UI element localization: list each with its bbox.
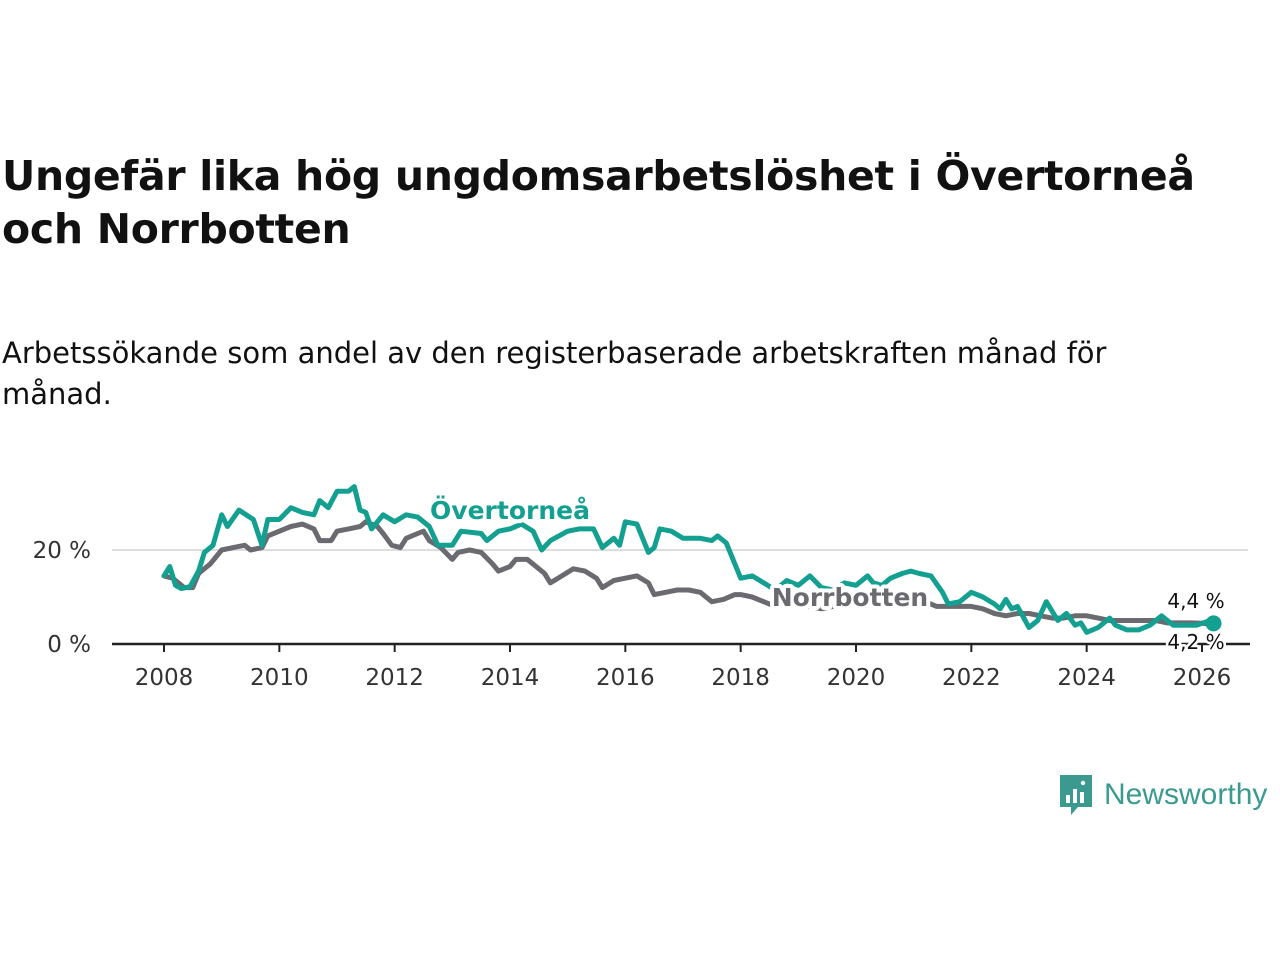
x-tick-label: 2008 [135,665,194,691]
line-chart: 0 % 20 % 2008 2010 2012 2014 2016 2018 2020 2022… [33,484,1250,691]
bar-chart-speech-bubble-icon [1058,773,1094,817]
end-value-label-norrbotten: 4,2 % [1167,630,1224,654]
end-value-label-övertorneå: 4,4 % [1167,589,1224,613]
x-tick-label: 2018 [711,665,770,691]
series-line-övertorneå [161,484,1216,635]
series-lines [161,484,1222,635]
chart-subtitle: Arbetssökande som andel av den registerb… [2,336,1107,411]
logo-text: Newsworthy [1104,778,1268,811]
end-value-halo: 4,4 % [1167,589,1224,613]
x-tick-label: 2020 [827,665,886,691]
y-axis: 0 % 20 % [33,538,91,658]
newsworthy-logo[interactable]: Newsworthy [1058,772,1267,818]
x-tick-label: 2026 [1173,665,1232,691]
y-tick-label: 20 % [33,538,91,564]
x-axis: 2008 2010 2012 2014 2016 2018 2020 2022 2024 2026 [112,642,1250,691]
series-label-halo: Norrbotten [772,583,928,612]
x-tick-label: 2022 [942,665,1001,691]
x-tick-label: 2012 [365,665,424,691]
series-labels: ÖvertorneåÖvertorneåNorrbottenNorrbotten… [426,491,1227,657]
x-tick-label: 2016 [596,665,655,691]
chart-title: Ungefär lika hög ungdomsarbetslöshet i Ö… [2,152,1195,253]
series-end-marker [1205,615,1222,632]
series-label-norrbotten: Norrbotten [772,583,928,612]
y-tick-label: 0 % [47,632,91,658]
x-tick-label: 2024 [1057,665,1116,691]
x-tick-label: 2010 [250,665,309,691]
x-tick-label: 2014 [481,665,540,691]
series-label-övertorneå: Övertorneå [430,495,590,525]
series-label-halo: Övertorneå [430,495,590,525]
end-value-halo: 4,2 % [1167,630,1224,654]
